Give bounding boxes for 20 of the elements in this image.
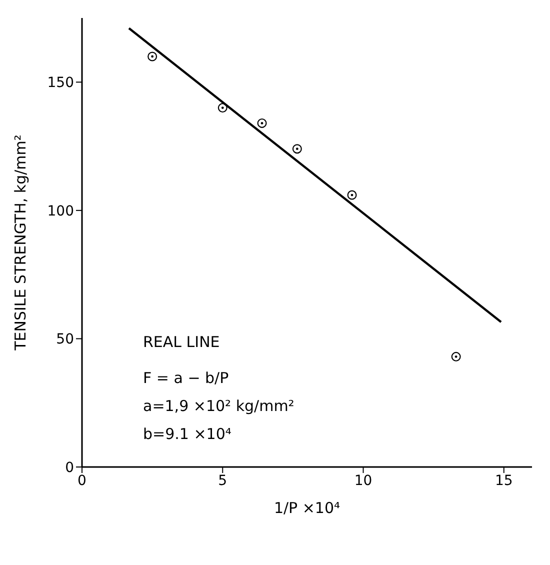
x-tick-label: 0 <box>78 472 86 489</box>
x-axis-title: 1/P ×10⁴ <box>274 499 340 517</box>
y-axis-title: TENSILE STRENGTH, kg/mm² <box>11 134 30 352</box>
x-tick-label: 10 <box>354 472 372 489</box>
annotation: a=1,9 ×10² kg/mm² <box>143 396 294 417</box>
point <box>451 352 461 362</box>
point <box>257 118 267 128</box>
annotation: b=9.1 ×10⁴ <box>143 424 232 445</box>
point <box>292 144 302 154</box>
annotation: REAL LINE <box>143 332 221 353</box>
x-tick-label: 5 <box>218 472 228 489</box>
x-tick-label: 15 <box>494 472 513 489</box>
y-tick-label: 0 <box>65 460 74 476</box>
y-tick-label: 100 <box>47 203 74 220</box>
y-tick-label: 50 <box>56 332 74 348</box>
point <box>218 103 228 113</box>
y-tick-label: 150 <box>47 75 74 92</box>
point <box>148 52 158 62</box>
annotation: F = a − b/P <box>143 368 230 389</box>
point <box>347 190 357 200</box>
